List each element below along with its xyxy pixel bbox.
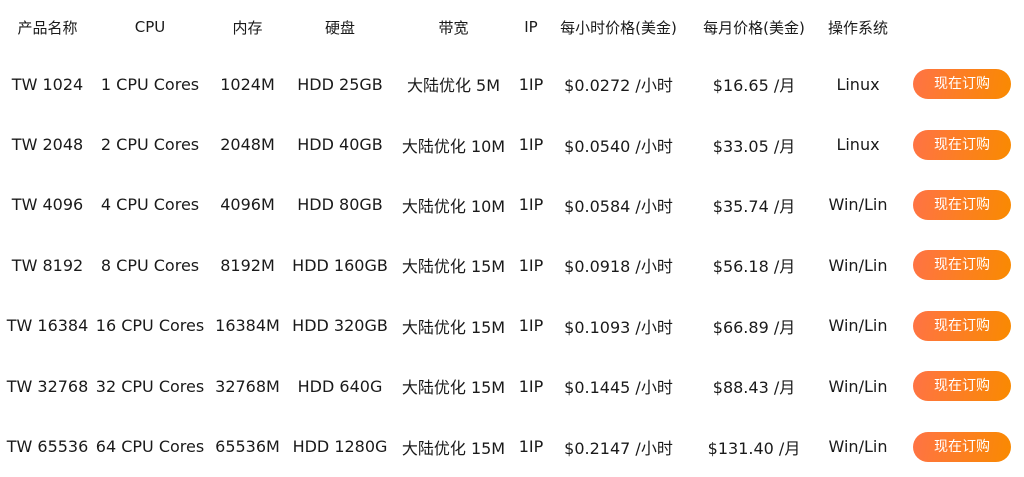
table-row: TW 1024 1 CPU Cores 1024M HDD 25GB 大陆优化 … <box>0 54 1024 114</box>
column-header-disk: 硬盘 <box>324 18 355 37</box>
cpu-cell: 32 CPU Cores <box>95 376 205 396</box>
hourly-price-cell: $0.0540 /小时 <box>564 136 673 156</box>
disk-cell: HDD 320GB <box>292 316 388 336</box>
cpu-cell: 64 CPU Cores <box>95 437 205 457</box>
table-body: TW 1024 1 CPU Cores 1024M HDD 25GB 大陆优化 … <box>0 54 1024 477</box>
column-header-monthly-price: 每月价格(美金) <box>703 18 805 37</box>
os-cell: Win/Lin <box>828 437 888 457</box>
order-now-button[interactable]: 现在订购 <box>913 250 1011 281</box>
monthly-price-cell: $88.43 /月 <box>712 378 796 398</box>
memory-cell: 2048M <box>220 135 275 155</box>
table-row: TW 32768 32 CPU Cores 32768M HDD 640G 大陆… <box>0 356 1024 416</box>
memory-cell: 8192M <box>220 255 275 275</box>
product-name-cell: TW 65536 <box>6 437 89 457</box>
cpu-cell: 1 CPU Cores <box>100 74 200 94</box>
product-name-cell: TW 2048 <box>11 135 84 155</box>
table-row: TW 2048 2 CPU Cores 2048M HDD 40GB 大陆优化 … <box>0 114 1024 174</box>
column-header-bandwidth: 带宽 <box>438 18 469 37</box>
order-now-button[interactable]: 现在订购 <box>913 129 1011 160</box>
action-cell: 现在订购 <box>900 250 1024 281</box>
disk-cell: HDD 80GB <box>297 195 383 215</box>
disk-cell: HDD 25GB <box>297 74 383 94</box>
ip-cell: 1IP <box>518 437 544 457</box>
table-row: TW 16384 16 CPU Cores 16384M HDD 320GB 大… <box>0 296 1024 356</box>
os-cell: Win/Lin <box>828 195 888 215</box>
hourly-price-cell: $0.1093 /小时 <box>564 317 673 337</box>
os-cell: Win/Lin <box>828 316 888 336</box>
column-header-os: 操作系统 <box>827 18 888 37</box>
monthly-price-cell: $33.05 /月 <box>712 136 796 156</box>
memory-cell: 32768M <box>215 376 280 396</box>
column-header-hourly-price: 每小时价格(美金) <box>560 18 677 37</box>
product-name-cell: TW 4096 <box>11 195 84 215</box>
order-now-button[interactable]: 现在订购 <box>913 69 1011 100</box>
memory-cell: 16384M <box>215 316 280 336</box>
hourly-price-cell: $0.1445 /小时 <box>564 378 673 398</box>
bandwidth-cell: 大陆优化 15M <box>401 257 506 277</box>
ip-cell: 1IP <box>518 376 544 396</box>
monthly-price-cell: $131.40 /月 <box>707 438 801 458</box>
memory-cell: 65536M <box>215 437 280 457</box>
bandwidth-cell: 大陆优化 10M <box>401 136 506 156</box>
hourly-price-cell: $0.0918 /小时 <box>564 257 673 277</box>
bandwidth-cell: 大陆优化 15M <box>401 317 506 337</box>
product-name-cell: TW 1024 <box>11 74 84 94</box>
hourly-price-cell: $0.0272 /小时 <box>564 76 673 96</box>
action-cell: 现在订购 <box>900 431 1024 462</box>
order-now-button[interactable]: 现在订购 <box>913 189 1011 220</box>
action-cell: 现在订购 <box>900 371 1024 402</box>
column-header-ip: IP <box>524 18 538 36</box>
ip-cell: 1IP <box>518 195 544 215</box>
monthly-price-cell: $56.18 /月 <box>712 257 796 277</box>
hourly-price-cell: $0.0584 /小时 <box>564 196 673 216</box>
ip-cell: 1IP <box>518 74 544 94</box>
product-name-cell: TW 16384 <box>6 316 89 336</box>
table-row: TW 4096 4 CPU Cores 4096M HDD 80GB 大陆优化 … <box>0 175 1024 235</box>
disk-cell: HDD 1280G <box>292 437 388 457</box>
os-cell: Win/Lin <box>828 255 888 275</box>
column-header-memory: 内存 <box>232 18 263 37</box>
product-name-cell: TW 32768 <box>6 376 89 396</box>
bandwidth-cell: 大陆优化 15M <box>401 438 506 458</box>
table-row: TW 8192 8 CPU Cores 8192M HDD 160GB 大陆优化… <box>0 235 1024 295</box>
os-cell: Linux <box>836 74 880 94</box>
ip-cell: 1IP <box>518 135 544 155</box>
cpu-cell: 4 CPU Cores <box>100 195 200 215</box>
memory-cell: 4096M <box>220 195 275 215</box>
ip-cell: 1IP <box>518 316 544 336</box>
cpu-cell: 2 CPU Cores <box>100 135 200 155</box>
memory-cell: 1024M <box>220 74 275 94</box>
order-now-button[interactable]: 现在订购 <box>913 371 1011 402</box>
column-header-product-name: 产品名称 <box>17 18 78 37</box>
os-cell: Win/Lin <box>828 376 888 396</box>
monthly-price-cell: $35.74 /月 <box>712 196 796 216</box>
monthly-price-cell: $66.89 /月 <box>712 317 796 337</box>
ip-cell: 1IP <box>518 255 544 275</box>
monthly-price-cell: $16.65 /月 <box>712 76 796 96</box>
order-now-button[interactable]: 现在订购 <box>913 431 1011 462</box>
order-now-button[interactable]: 现在订购 <box>913 310 1011 341</box>
table-row: TW 65536 64 CPU Cores 65536M HDD 1280G 大… <box>0 416 1024 476</box>
disk-cell: HDD 160GB <box>292 255 388 275</box>
bandwidth-cell: 大陆优化 15M <box>401 378 506 398</box>
column-header-cpu: CPU <box>134 18 166 36</box>
hourly-price-cell: $0.2147 /小时 <box>564 438 673 458</box>
cpu-cell: 16 CPU Cores <box>95 316 205 336</box>
os-cell: Linux <box>836 135 880 155</box>
bandwidth-cell: 大陆优化 10M <box>401 196 506 216</box>
disk-cell: HDD 640G <box>297 376 383 396</box>
table-header-row: 产品名称 CPU 内存 硬盘 带宽 IP 每小时价格(美金) 每月价格(美金) … <box>0 0 1024 54</box>
action-cell: 现在订购 <box>900 69 1024 100</box>
product-name-cell: TW 8192 <box>11 255 84 275</box>
action-cell: 现在订购 <box>900 310 1024 341</box>
action-cell: 现在订购 <box>900 189 1024 220</box>
action-cell: 现在订购 <box>900 129 1024 160</box>
bandwidth-cell: 大陆优化 5M <box>406 76 501 96</box>
cpu-cell: 8 CPU Cores <box>100 255 200 275</box>
disk-cell: HDD 40GB <box>297 135 383 155</box>
